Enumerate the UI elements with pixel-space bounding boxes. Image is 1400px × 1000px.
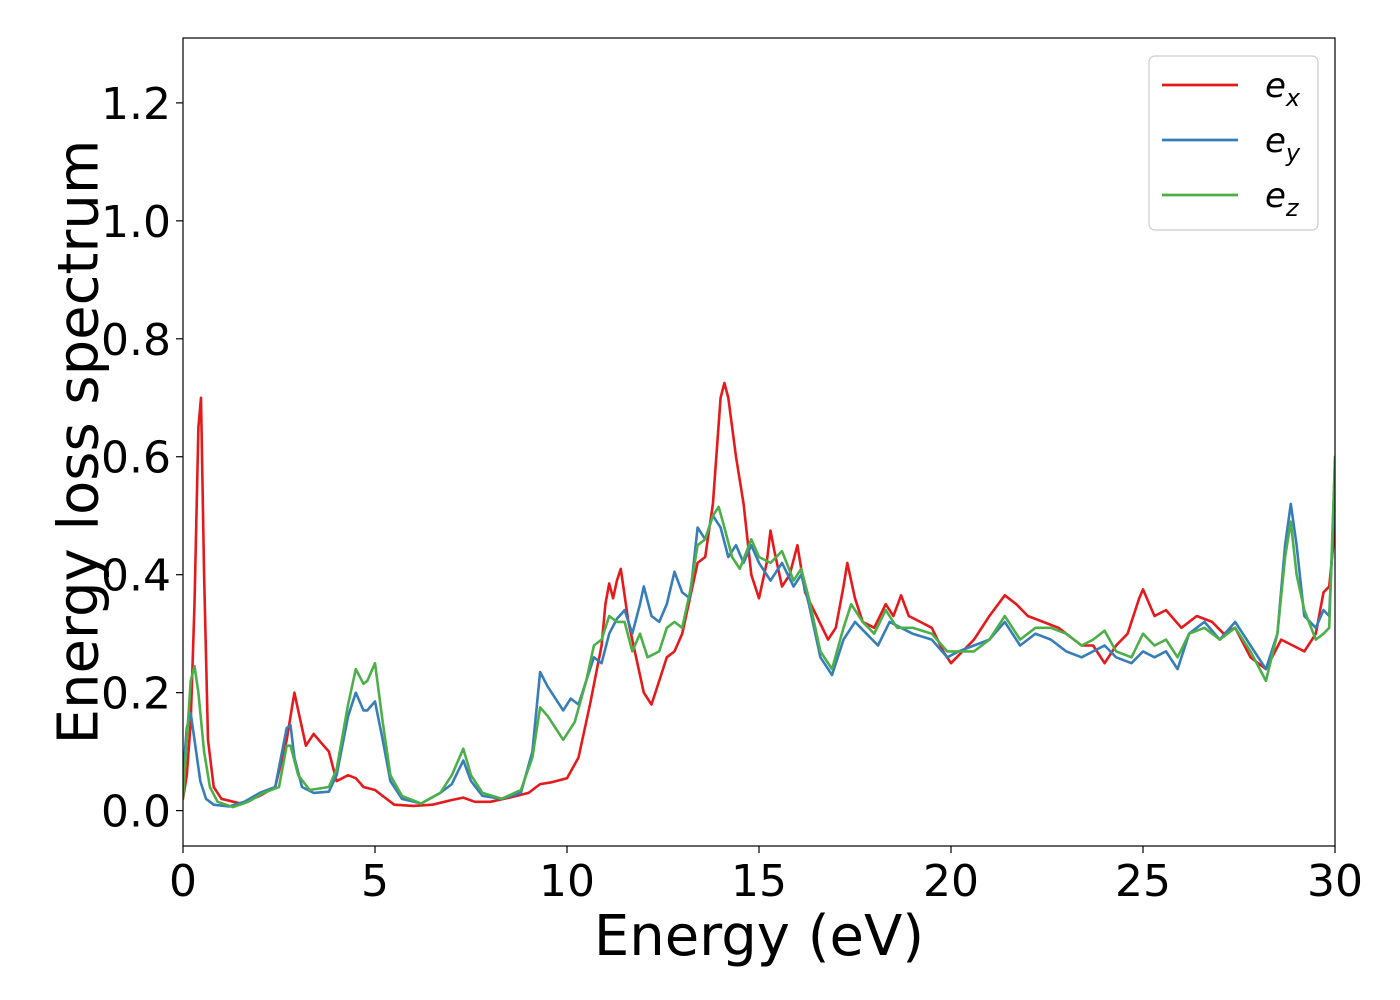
y-tick-label: 1.2 <box>101 79 171 130</box>
y-tick-label: 0.2 <box>101 669 171 720</box>
legend-label-base: e <box>1265 121 1286 161</box>
legend-label-x: ex <box>1265 66 1301 112</box>
y-tick-label: 0.0 <box>101 787 171 838</box>
x-tick-label: 10 <box>539 856 595 907</box>
y-tick-label: 0.4 <box>101 551 171 602</box>
x-axis-ticks: 0 5 10 15 20 25 30 <box>169 846 1363 907</box>
legend-box <box>1148 55 1319 231</box>
legend-label-y: ey <box>1265 121 1301 167</box>
series-line-z <box>183 455 1335 809</box>
y-axis-label: Energy loss spectrum <box>47 140 112 745</box>
y-tick-label: 1.0 <box>101 197 171 248</box>
legend-label-base: e <box>1265 66 1286 106</box>
legend-label-z: ez <box>1265 176 1300 222</box>
x-tick-label: 0 <box>169 856 197 907</box>
y-axis-ticks: 0.0 0.2 0.4 0.6 0.8 1.0 1.2 <box>101 79 183 838</box>
series-line-y <box>183 484 1335 808</box>
x-tick-label: 30 <box>1307 856 1363 907</box>
x-tick-label: 5 <box>361 856 389 907</box>
x-tick-label: 20 <box>923 856 979 907</box>
series-layer <box>183 381 1335 809</box>
x-tick-label: 25 <box>1115 856 1171 907</box>
legend-label-subscript: z <box>1285 194 1300 222</box>
y-tick-label: 0.8 <box>101 315 171 366</box>
legend-label-subscript: x <box>1285 84 1301 112</box>
series-line-x <box>183 381 1335 808</box>
x-axis-label: Energy (eV) <box>594 904 924 969</box>
legend-label-base: e <box>1265 176 1286 216</box>
y-tick-label: 0.6 <box>101 433 171 484</box>
legend-label-subscript: y <box>1285 139 1301 167</box>
x-tick-label: 15 <box>731 856 787 907</box>
